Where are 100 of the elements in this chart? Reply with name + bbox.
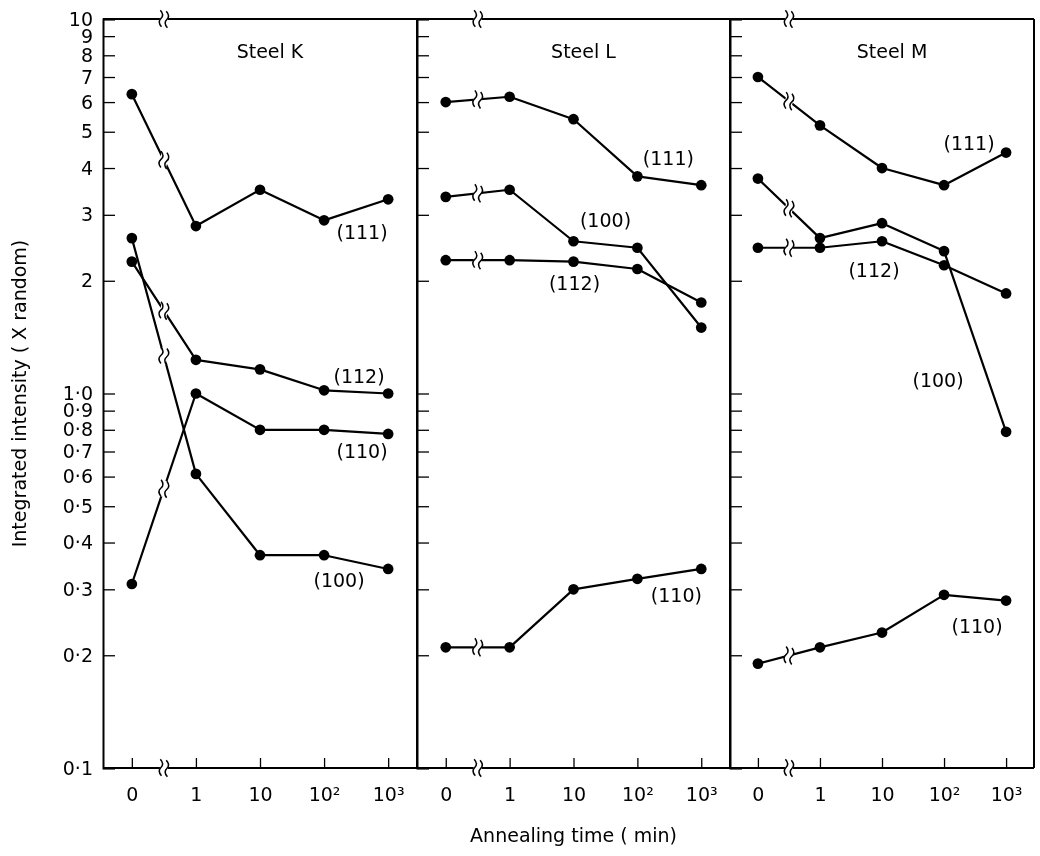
y-tick-label: 5 bbox=[80, 120, 93, 143]
point bbox=[382, 563, 394, 575]
point bbox=[752, 71, 764, 83]
series-label: (112) bbox=[333, 364, 385, 387]
point bbox=[632, 171, 643, 182]
y-tick-label: 0·7 bbox=[62, 440, 93, 463]
point bbox=[504, 91, 515, 103]
point bbox=[318, 424, 330, 436]
point bbox=[938, 179, 950, 191]
x-tick-label: 10³ bbox=[372, 783, 405, 806]
y-tick-label: 0·1 bbox=[62, 756, 93, 779]
x-tick-label: 10 bbox=[561, 783, 587, 806]
point bbox=[1000, 288, 1012, 299]
y-tick-label: 4 bbox=[80, 156, 93, 179]
point bbox=[440, 254, 452, 266]
y-tick-label: 6 bbox=[80, 90, 93, 113]
x-tick-label: 0 bbox=[126, 783, 139, 806]
point bbox=[440, 191, 452, 203]
y-axis-title: Integrated intensity ( X random) bbox=[8, 239, 30, 548]
point bbox=[632, 263, 643, 275]
y-tick-label: 3 bbox=[80, 203, 93, 226]
point bbox=[814, 242, 826, 254]
point bbox=[190, 468, 202, 480]
x-tick-label: 1 bbox=[814, 783, 827, 806]
point bbox=[190, 220, 202, 232]
point bbox=[382, 388, 394, 399]
x-tick-label: 10 bbox=[248, 783, 273, 806]
y-tick-label: 0·4 bbox=[62, 531, 93, 554]
text: Steel K bbox=[236, 40, 304, 62]
x-tick-label: 10 bbox=[870, 783, 895, 806]
point bbox=[1000, 147, 1012, 158]
point bbox=[440, 96, 452, 108]
point bbox=[568, 235, 579, 247]
x-tick-label: 10³ bbox=[685, 783, 718, 806]
point bbox=[126, 232, 138, 244]
series-label: (111) bbox=[642, 147, 694, 170]
point bbox=[318, 214, 330, 226]
y-tick-label: 7 bbox=[80, 65, 93, 88]
point bbox=[504, 641, 515, 653]
x-tick-label: 1 bbox=[504, 783, 517, 806]
y-tick-label: 8 bbox=[80, 43, 93, 66]
point bbox=[632, 573, 643, 585]
point bbox=[938, 259, 950, 271]
x-tick-label: 10² bbox=[308, 783, 341, 806]
point bbox=[752, 658, 764, 669]
x-tick-label: 10³ bbox=[990, 783, 1023, 806]
y-tick-label: 0·3 bbox=[62, 577, 93, 600]
point bbox=[568, 583, 579, 595]
x-tick-label: 10² bbox=[928, 783, 961, 806]
series-label: (100) bbox=[912, 368, 964, 391]
x-axis-title: Annealing time ( min) bbox=[470, 824, 677, 846]
x-tick-label: 0 bbox=[752, 783, 765, 806]
point bbox=[318, 384, 330, 396]
point bbox=[504, 184, 515, 196]
y-tick-label: 2 bbox=[80, 269, 93, 292]
point bbox=[318, 549, 330, 561]
point bbox=[632, 242, 643, 254]
point bbox=[938, 245, 950, 257]
series-label: (100) bbox=[313, 568, 365, 591]
point bbox=[568, 113, 579, 125]
point bbox=[814, 232, 826, 244]
text: Steel M bbox=[856, 40, 928, 62]
point bbox=[440, 641, 452, 653]
point bbox=[568, 256, 579, 267]
point bbox=[876, 627, 888, 638]
point bbox=[254, 549, 266, 561]
series-label: (111) bbox=[943, 131, 995, 154]
point bbox=[876, 217, 888, 229]
point bbox=[695, 297, 707, 308]
x-tick-label: 10² bbox=[621, 783, 654, 806]
series-label: (100) bbox=[579, 208, 632, 231]
point bbox=[752, 242, 764, 254]
y-tick-label: 10 bbox=[68, 7, 93, 30]
point bbox=[695, 563, 707, 575]
point bbox=[876, 162, 888, 174]
point bbox=[126, 256, 138, 267]
y-tick-label: 0·2 bbox=[62, 643, 93, 666]
text: Steel L bbox=[551, 40, 617, 62]
point bbox=[190, 354, 202, 366]
series-label: (112) bbox=[848, 258, 900, 281]
point bbox=[126, 578, 138, 590]
point bbox=[190, 388, 202, 399]
point bbox=[504, 254, 515, 266]
series-label: (111) bbox=[336, 220, 388, 243]
point bbox=[254, 184, 266, 196]
point bbox=[695, 322, 707, 333]
point bbox=[752, 173, 764, 184]
point bbox=[814, 641, 826, 653]
point bbox=[126, 88, 138, 100]
series-label: (112) bbox=[548, 272, 601, 295]
x-tick-label: 1 bbox=[190, 783, 203, 806]
point bbox=[254, 424, 266, 436]
point bbox=[814, 120, 826, 131]
x-tick-label: 0 bbox=[440, 783, 453, 806]
point bbox=[1000, 426, 1012, 438]
series-label: (110) bbox=[336, 440, 388, 463]
point bbox=[382, 193, 394, 205]
series-label: (110) bbox=[650, 584, 702, 607]
point bbox=[876, 235, 888, 247]
point bbox=[254, 364, 266, 375]
